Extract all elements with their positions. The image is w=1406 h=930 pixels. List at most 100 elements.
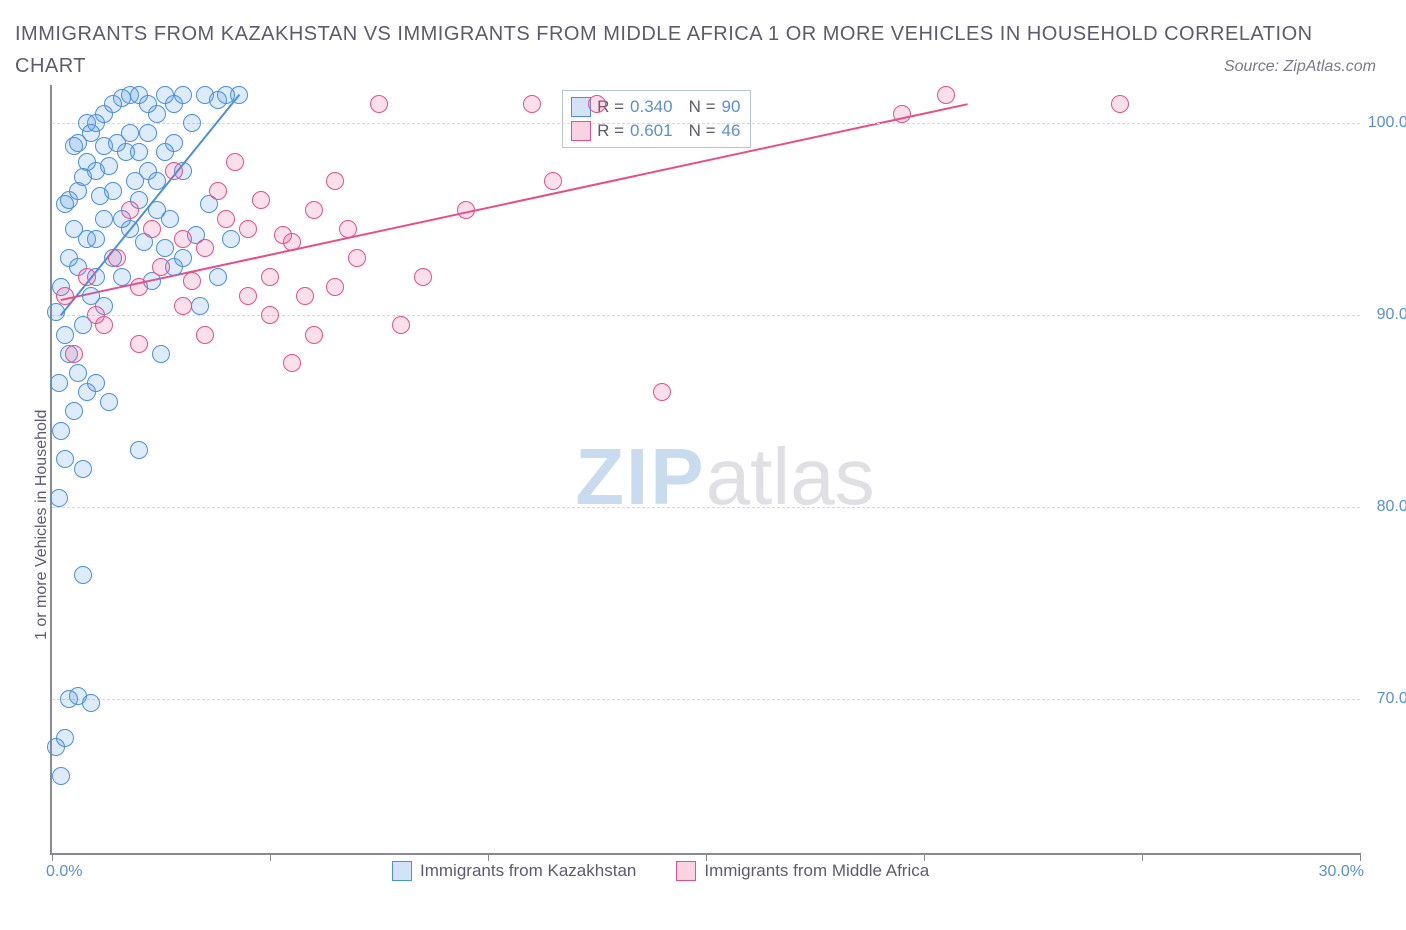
y-tick-label: 80.0% bbox=[1366, 498, 1406, 516]
y-tick-label: 90.0% bbox=[1366, 306, 1406, 324]
legend-n-value: 46 bbox=[722, 119, 741, 143]
data-point bbox=[126, 172, 144, 190]
data-point bbox=[174, 230, 192, 248]
legend-r-value: 0.340 bbox=[630, 95, 673, 119]
data-point bbox=[78, 268, 96, 286]
legend-n-label: N = bbox=[689, 119, 716, 143]
data-point bbox=[261, 268, 279, 286]
x-axis-max-label: 30.0% bbox=[1319, 863, 1364, 881]
x-tick bbox=[924, 853, 925, 861]
data-point bbox=[152, 345, 170, 363]
data-point bbox=[47, 738, 65, 756]
data-point bbox=[274, 226, 292, 244]
data-point bbox=[156, 239, 174, 257]
source-label: Source: ZipAtlas.com bbox=[1224, 58, 1376, 76]
data-point bbox=[161, 210, 179, 228]
chart-container: 1 or more Vehicles in Household ZIPatlas… bbox=[15, 80, 1391, 920]
data-point bbox=[937, 86, 955, 104]
data-point bbox=[87, 306, 105, 324]
data-point bbox=[183, 272, 201, 290]
data-point bbox=[52, 767, 70, 785]
data-point bbox=[348, 249, 366, 267]
data-point bbox=[305, 326, 323, 344]
data-point bbox=[191, 297, 209, 315]
data-point bbox=[457, 201, 475, 219]
data-point bbox=[326, 278, 344, 296]
data-point bbox=[56, 287, 74, 305]
data-point bbox=[370, 95, 388, 113]
y-tick-label: 100.0% bbox=[1366, 114, 1406, 132]
data-point bbox=[87, 162, 105, 180]
data-point bbox=[339, 220, 357, 238]
data-point bbox=[113, 268, 131, 286]
data-point bbox=[148, 105, 166, 123]
data-point bbox=[209, 182, 227, 200]
trend-lines bbox=[52, 85, 1360, 853]
data-point bbox=[100, 393, 118, 411]
data-point bbox=[196, 239, 214, 257]
x-tick bbox=[706, 853, 707, 861]
data-point bbox=[152, 258, 170, 276]
data-point bbox=[130, 335, 148, 353]
data-point bbox=[305, 201, 323, 219]
data-point bbox=[130, 441, 148, 459]
data-point bbox=[414, 268, 432, 286]
data-point bbox=[82, 694, 100, 712]
data-point bbox=[78, 114, 96, 132]
data-point bbox=[217, 210, 235, 228]
series-legend-item: Immigrants from Middle Africa bbox=[676, 861, 929, 881]
data-point bbox=[65, 345, 83, 363]
plot-area: ZIPatlas R = 0.340N = 90R = 0.601N = 46 … bbox=[50, 85, 1360, 855]
data-point bbox=[544, 172, 562, 190]
gridline bbox=[52, 315, 1360, 316]
data-point bbox=[165, 162, 183, 180]
data-point bbox=[78, 230, 96, 248]
data-point bbox=[209, 268, 227, 286]
data-point bbox=[653, 383, 671, 401]
data-point bbox=[143, 220, 161, 238]
data-point bbox=[326, 172, 344, 190]
data-point bbox=[130, 278, 148, 296]
data-point bbox=[165, 134, 183, 152]
series-label: Immigrants from Kazakhstan bbox=[420, 861, 636, 881]
data-point bbox=[174, 86, 192, 104]
data-point bbox=[392, 316, 410, 334]
data-point bbox=[50, 374, 68, 392]
y-axis-label: 1 or more Vehicles in Household bbox=[33, 410, 51, 640]
legend-n-label: N = bbox=[689, 95, 716, 119]
data-point bbox=[121, 201, 139, 219]
series-label: Immigrants from Middle Africa bbox=[704, 861, 929, 881]
data-point bbox=[261, 306, 279, 324]
y-tick-label: 70.0% bbox=[1366, 690, 1406, 708]
data-point bbox=[139, 124, 157, 142]
data-point bbox=[283, 354, 301, 372]
data-point bbox=[196, 326, 214, 344]
data-point bbox=[56, 450, 74, 468]
data-point bbox=[588, 95, 606, 113]
series-legend-item: Immigrants from Kazakhstan bbox=[392, 861, 636, 881]
data-point bbox=[104, 182, 122, 200]
legend-r-value: 0.601 bbox=[630, 119, 673, 143]
data-point bbox=[183, 114, 201, 132]
data-point bbox=[174, 249, 192, 267]
data-point bbox=[56, 326, 74, 344]
data-point bbox=[65, 402, 83, 420]
data-point bbox=[50, 489, 68, 507]
x-tick bbox=[488, 853, 489, 861]
data-point bbox=[239, 220, 257, 238]
data-point bbox=[174, 297, 192, 315]
x-tick bbox=[52, 853, 53, 861]
x-tick bbox=[270, 853, 271, 861]
data-point bbox=[74, 460, 92, 478]
data-point bbox=[95, 137, 113, 155]
series-legend: Immigrants from Kazakhstan Immigrants fro… bbox=[392, 861, 929, 881]
data-point bbox=[148, 172, 166, 190]
chart-title: IMMIGRANTS FROM KAZAKHSTAN VS IMMIGRANTS… bbox=[15, 18, 1386, 82]
trend-line bbox=[61, 104, 968, 300]
legend-row: R = 0.601N = 46 bbox=[571, 119, 740, 143]
data-point bbox=[60, 191, 78, 209]
data-point bbox=[893, 105, 911, 123]
gridline bbox=[52, 507, 1360, 508]
legend-n-value: 90 bbox=[722, 95, 741, 119]
x-axis-min-label: 0.0% bbox=[46, 863, 82, 881]
